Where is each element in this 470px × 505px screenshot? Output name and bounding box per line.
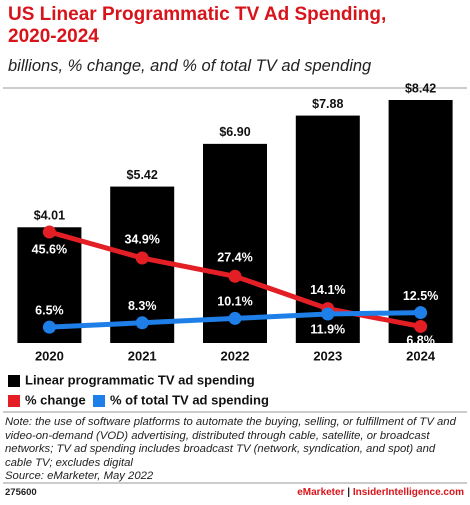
legend-swatch [8,395,20,407]
brand: eMarketer [297,487,345,498]
x-tick-label: 2020 [35,348,64,363]
footer-brand: eMarketer | InsiderIntelligence.com [297,487,464,498]
line-label: 8.3% [128,299,157,313]
legend-swatch [8,375,20,387]
line-marker [135,251,149,265]
line-marker [135,316,149,330]
line-marker [414,306,428,320]
legend-label: Linear programmatic TV ad spending [25,372,255,387]
line-marker [414,319,428,333]
site: InsiderIntelligence.com [352,487,464,498]
line-label: 45.6% [32,242,67,256]
line-label: 34.9% [124,232,159,246]
note-text: Note: the use of software platforms to a… [5,416,456,469]
footer-id: 275600 [5,487,37,498]
line-marker [42,225,56,239]
x-tick-label: 2024 [406,348,436,363]
bar-label: $8.42 [405,81,436,95]
legend-label: % change [25,392,86,407]
bar-label: $7.88 [312,97,343,111]
x-tick-label: 2021 [128,348,157,363]
line-label: 27.4% [217,251,252,265]
line-label: 11.9% [310,322,345,336]
bar [203,143,267,343]
bar-label: $5.42 [127,168,158,182]
chart-title: US Linear Programmatic TV Ad Spending, 2… [8,4,387,47]
line-label: 6.8% [406,334,435,348]
legend-label: % of total TV ad spending [110,392,269,407]
line-marker [228,269,242,283]
x-tick-label: 2023 [313,348,342,363]
line-marker [321,307,335,321]
legend-swatch [93,395,105,407]
source-text: Source: eMarketer, May 2022 [5,470,154,482]
line-label: 6.5% [35,303,64,317]
line-label: 10.1% [217,295,252,309]
note: Note: the use of software platforms to a… [5,416,465,484]
line-marker [42,320,56,334]
bar [388,100,453,343]
x-tick-label: 2022 [221,348,250,363]
bar-label: $6.90 [219,125,250,139]
line-label: 12.5% [403,289,438,303]
chart-subtitle: billions, % change, and % of total TV ad… [8,57,372,75]
line-label: 14.1% [310,283,345,297]
bar-label: $4.01 [34,209,65,223]
line-marker [228,311,242,325]
